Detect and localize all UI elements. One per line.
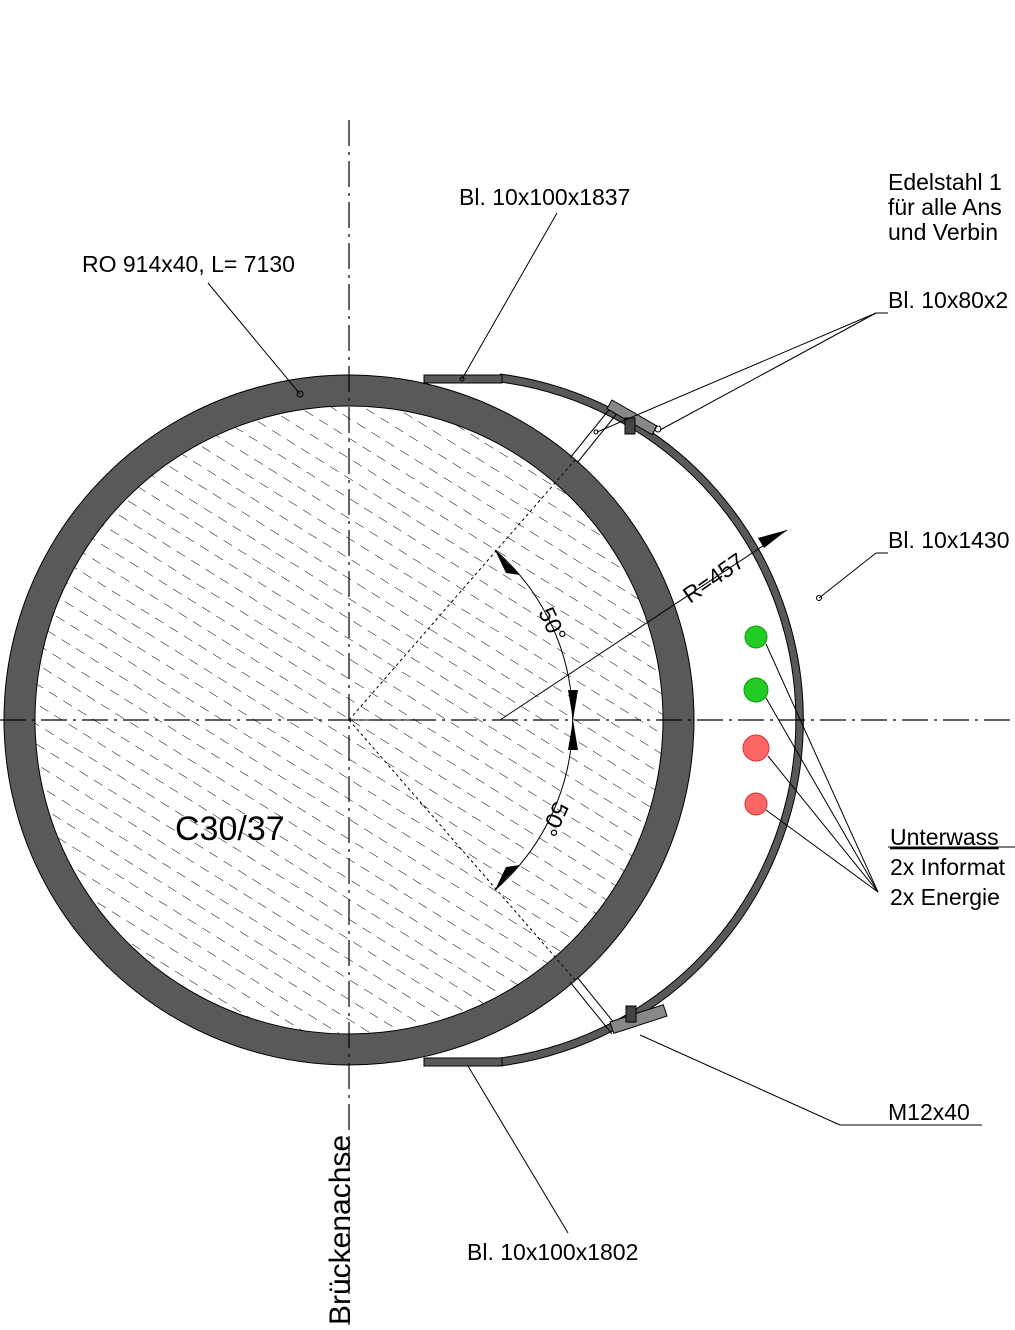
cable-info-1 [744, 625, 768, 649]
cable-energy-2 [744, 792, 768, 816]
leader-lines [207, 212, 1015, 1234]
radius-line [499, 529, 788, 721]
label-bridge-axis: Brückenachse [324, 1135, 357, 1325]
label-plate-bracket: Bl. 10x80x2 [888, 287, 1008, 313]
label-bolt: M12x40 [888, 1099, 970, 1125]
steel-pipe-ring [3, 374, 695, 1066]
label-concrete: C30/37 [175, 810, 285, 848]
plate-bottom [423, 1057, 503, 1067]
label-material-2: für alle Ans [888, 194, 1002, 220]
label-plate-bottom: Bl. 10x100x1802 [467, 1239, 638, 1265]
label-plate-top: Bl. 10x100x1837 [459, 184, 630, 210]
label-cable-info: 2x Informat [890, 854, 1006, 880]
bracket-upper [569, 399, 662, 464]
label-pipe: RO 914x40, L= 7130 [82, 251, 295, 277]
label-plate-side: Bl. 10x1430 [888, 527, 1009, 553]
label-radius: R=457 [678, 548, 749, 609]
cable-info-2 [743, 677, 769, 703]
label-material-3: und Verbin [888, 219, 998, 245]
cable-energy-1 [742, 734, 770, 762]
label-cable-title: Unterwass [890, 824, 999, 850]
angle-arc [494, 549, 574, 891]
bracket-lower [569, 976, 668, 1035]
label-cable-energy: 2x Energie [890, 884, 1000, 910]
plate-top [423, 374, 503, 384]
label-material-1: Edelstahl 1 [888, 169, 1002, 195]
